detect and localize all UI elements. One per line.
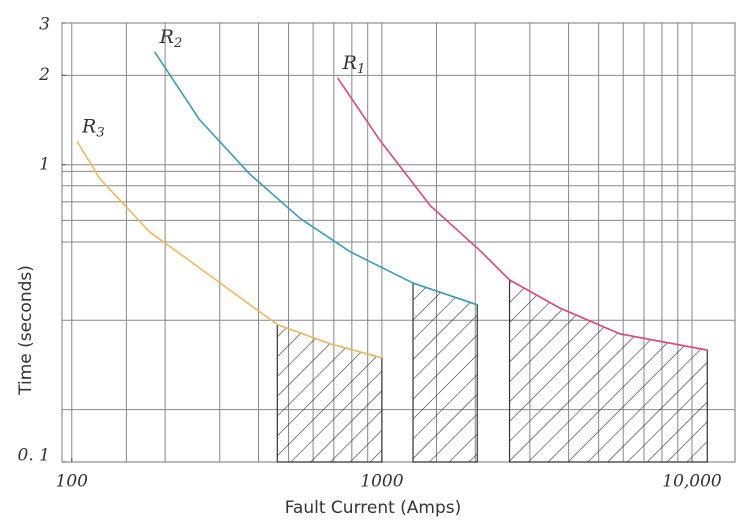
curve [336,77,708,351]
plot [76,51,708,463]
hatch-region [412,282,478,463]
x-tick-label: 10,000 [662,472,722,492]
y-tick-label: 3 [39,15,50,35]
curve-label: R2 [159,26,183,51]
curve [76,140,383,359]
x-axis-title: Fault Current (Amps) [285,498,462,518]
curve-label: R1 [342,52,366,77]
y-tick-label: 1 [39,154,50,174]
y-axis-title: Time (seconds) [16,265,36,396]
plot-frame [61,22,736,463]
curve-label: R3 [81,115,105,140]
curve [153,51,478,306]
x-tick-label: 1000 [360,472,403,492]
x-tick-label: 100 [56,472,89,492]
y-tick-label: 2 [38,65,50,85]
y-tick-label: 0. 1 [18,446,50,466]
hatch-region [276,323,383,463]
